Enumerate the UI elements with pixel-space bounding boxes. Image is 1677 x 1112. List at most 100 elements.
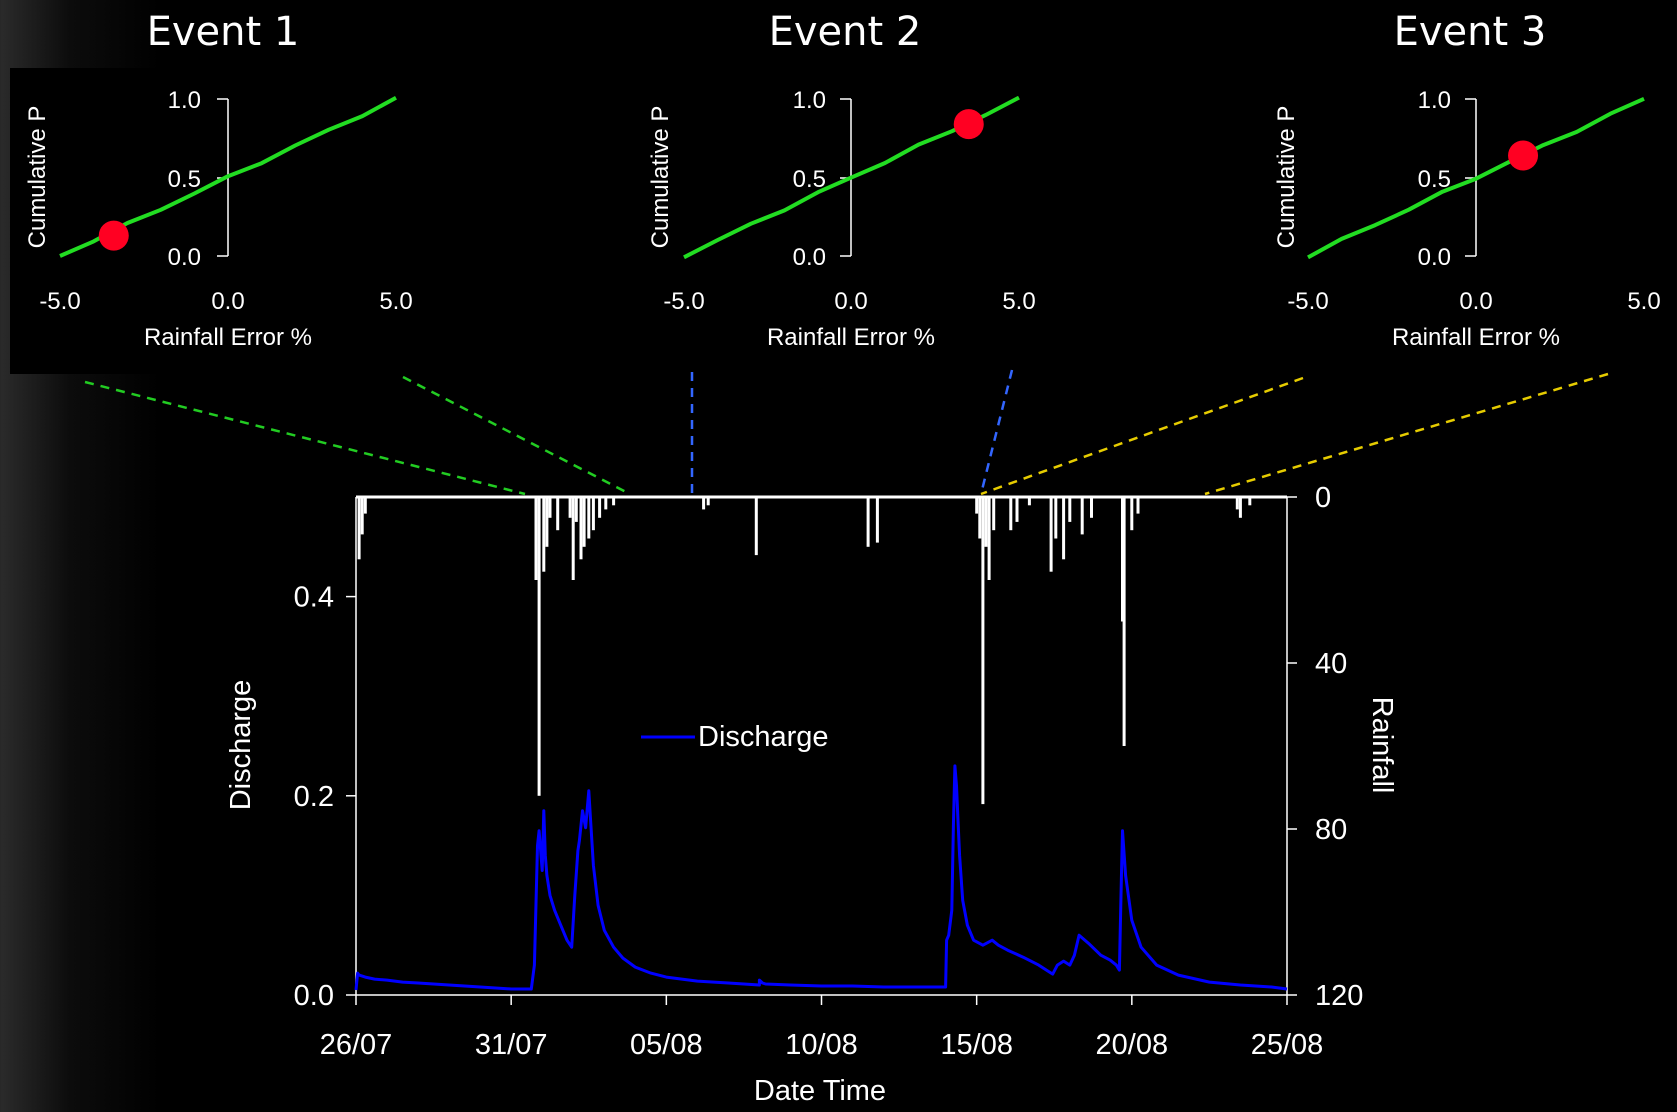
rainfall-bar <box>984 497 988 547</box>
event-2-y-tick-label: 1.0 <box>793 87 826 114</box>
event-2-cdf-panel: Cumulative P Rainfall Error % 1.0 0.5 0.… <box>647 87 1036 351</box>
event-2-x-tick-label: -5.0 <box>663 288 704 315</box>
legend-discharge-label: Discharge <box>698 721 829 753</box>
event-2-x-tick-label: 0.0 <box>834 288 867 315</box>
event-3-x-tick-label: -5.0 <box>1287 288 1328 315</box>
x-axis-tick-label: 25/08 <box>1251 1029 1324 1061</box>
event-1-cdf-panel: Cumulative P Rainfall Error % 1.0 0.5 0.… <box>10 68 450 374</box>
x-axis-tick-label: 10/08 <box>785 1029 858 1061</box>
rainfall-bar <box>1238 497 1242 518</box>
rainfall-bar <box>537 497 541 796</box>
rainfall-bar <box>992 497 996 531</box>
discharge-axis-tick-label: 0.4 <box>294 582 334 614</box>
x-axis-tick-label: 31/07 <box>475 1029 548 1061</box>
rainfall-bar <box>754 497 758 556</box>
rainfall-bar <box>548 497 552 518</box>
rainfall-axis-tick-label: 40 <box>1315 648 1347 680</box>
rainfall-axis-label: Rainfall <box>1366 697 1398 794</box>
event-1-y-tick-label: 1.0 <box>168 87 201 114</box>
event-1-connector-right <box>402 375 631 496</box>
rainfall-bar <box>981 497 985 805</box>
rainfall-bar <box>534 497 538 580</box>
rainfall-axis-tick-label: 80 <box>1315 814 1347 846</box>
discharge-axis-label: Discharge <box>225 680 257 811</box>
event-3-x-tick-label: 0.0 <box>1459 288 1492 315</box>
event-2-x-tick-label: 5.0 <box>1002 288 1035 315</box>
rainfall-bar <box>1062 497 1066 560</box>
rainfall-axis-tick-label: 0 <box>1315 482 1331 514</box>
event-3-x-axis-label: Rainfall Error % <box>1392 324 1560 351</box>
rainfall-bar <box>357 497 361 560</box>
rainfall-bar <box>1122 497 1126 746</box>
x-axis-tick-label: 05/08 <box>630 1029 703 1061</box>
rainfall-axis-tick-label: 120 <box>1315 980 1363 1012</box>
event-3-cdf-line <box>1307 96 1645 260</box>
event-1-y-tick-label: 0.5 <box>168 166 201 193</box>
rainfall-bar <box>975 497 979 514</box>
rainfall-bar <box>587 497 591 539</box>
event-3-sample-marker <box>1508 140 1539 171</box>
event-1-title: Event 1 <box>147 9 300 55</box>
rainfall-bar <box>1136 497 1140 514</box>
rainfall-bar <box>1049 497 1053 572</box>
event-2-sample-marker <box>953 109 984 140</box>
event-1-connector-left <box>84 380 526 496</box>
event-3-connector-left <box>980 376 1304 496</box>
event-2-connector-right <box>979 369 1014 495</box>
rainfall-bar <box>1121 497 1124 622</box>
rainfall-bar <box>604 497 608 510</box>
rainfall-bar <box>987 497 991 580</box>
event-3-title: Event 3 <box>1394 9 1547 55</box>
discharge-series-line <box>354 764 1288 991</box>
event-1-x-axis-label: Rainfall Error % <box>144 324 312 351</box>
rainfall-bar <box>1080 497 1084 535</box>
x-axis-tick-label: 26/07 <box>320 1029 393 1061</box>
rainfall-bar <box>545 497 549 547</box>
rainfall-bar <box>582 497 586 547</box>
discharge-axis-tick-label: 0.2 <box>294 781 334 813</box>
time-axis-label: Date Time <box>754 1075 886 1107</box>
x-axis-tick-label: 15/08 <box>940 1029 1013 1061</box>
rainfall-bar <box>875 497 879 543</box>
event-1-y-axis-label: Cumulative P <box>24 106 51 249</box>
rainfall-bar <box>598 497 602 518</box>
event-3-y-axis-label: Cumulative P <box>1273 106 1300 249</box>
rainfall-bar <box>571 497 575 580</box>
rainfall-bar <box>612 497 616 506</box>
rainfall-bar <box>579 497 583 560</box>
rainfall-bar <box>1027 497 1031 506</box>
event-1-x-tick-label: 0.0 <box>211 288 244 315</box>
event-2-x-axis-label: Rainfall Error % <box>767 324 935 351</box>
event-3-y-tick-label: 0.0 <box>1418 244 1451 271</box>
event-3-x-tick-label: 5.0 <box>1627 288 1660 315</box>
rainfall-bar <box>1009 497 1013 531</box>
rainfall-bar <box>866 497 870 547</box>
rainfall-bar <box>706 497 710 506</box>
rainfall-bar <box>542 497 546 572</box>
discharge-axis-tick-label: 0.0 <box>294 980 334 1012</box>
event-2-y-tick-label: 0.5 <box>793 166 826 193</box>
event-1-x-tick-label: -5.0 <box>39 288 80 315</box>
event-2-y-axis-label: Cumulative P <box>647 106 674 249</box>
event-1-panel-background <box>10 68 450 374</box>
main-axis-ticks: 26/07 31/07 05/08 10/08 15/08 20/08 25/08 0.0 0.… <box>294 482 1364 1061</box>
rainfall-bar <box>591 497 595 531</box>
event-connector-lines <box>84 369 1609 496</box>
x-axis-tick-label: 20/08 <box>1096 1029 1169 1061</box>
rainfall-bar <box>978 497 982 539</box>
main-hydrograph-chart: 26/07 31/07 05/08 10/08 15/08 20/08 25/08 0.0 0.… <box>225 482 1398 1107</box>
event-3-y-tick-label: 1.0 <box>1418 87 1451 114</box>
rainfall-bar <box>1130 497 1134 531</box>
event-1-sample-marker <box>98 220 129 251</box>
rainfall-bar <box>363 497 367 514</box>
rainfall-bar <box>1090 497 1093 518</box>
rainfall-bar <box>1015 497 1019 522</box>
rainfall-bar <box>556 497 560 531</box>
rainfall-bar <box>360 497 364 535</box>
rainfall-bar <box>574 497 578 522</box>
event-2-y-tick-label: 0.0 <box>793 244 826 271</box>
event-2-title: Event 2 <box>769 9 922 55</box>
rainfall-bar <box>1235 497 1239 510</box>
